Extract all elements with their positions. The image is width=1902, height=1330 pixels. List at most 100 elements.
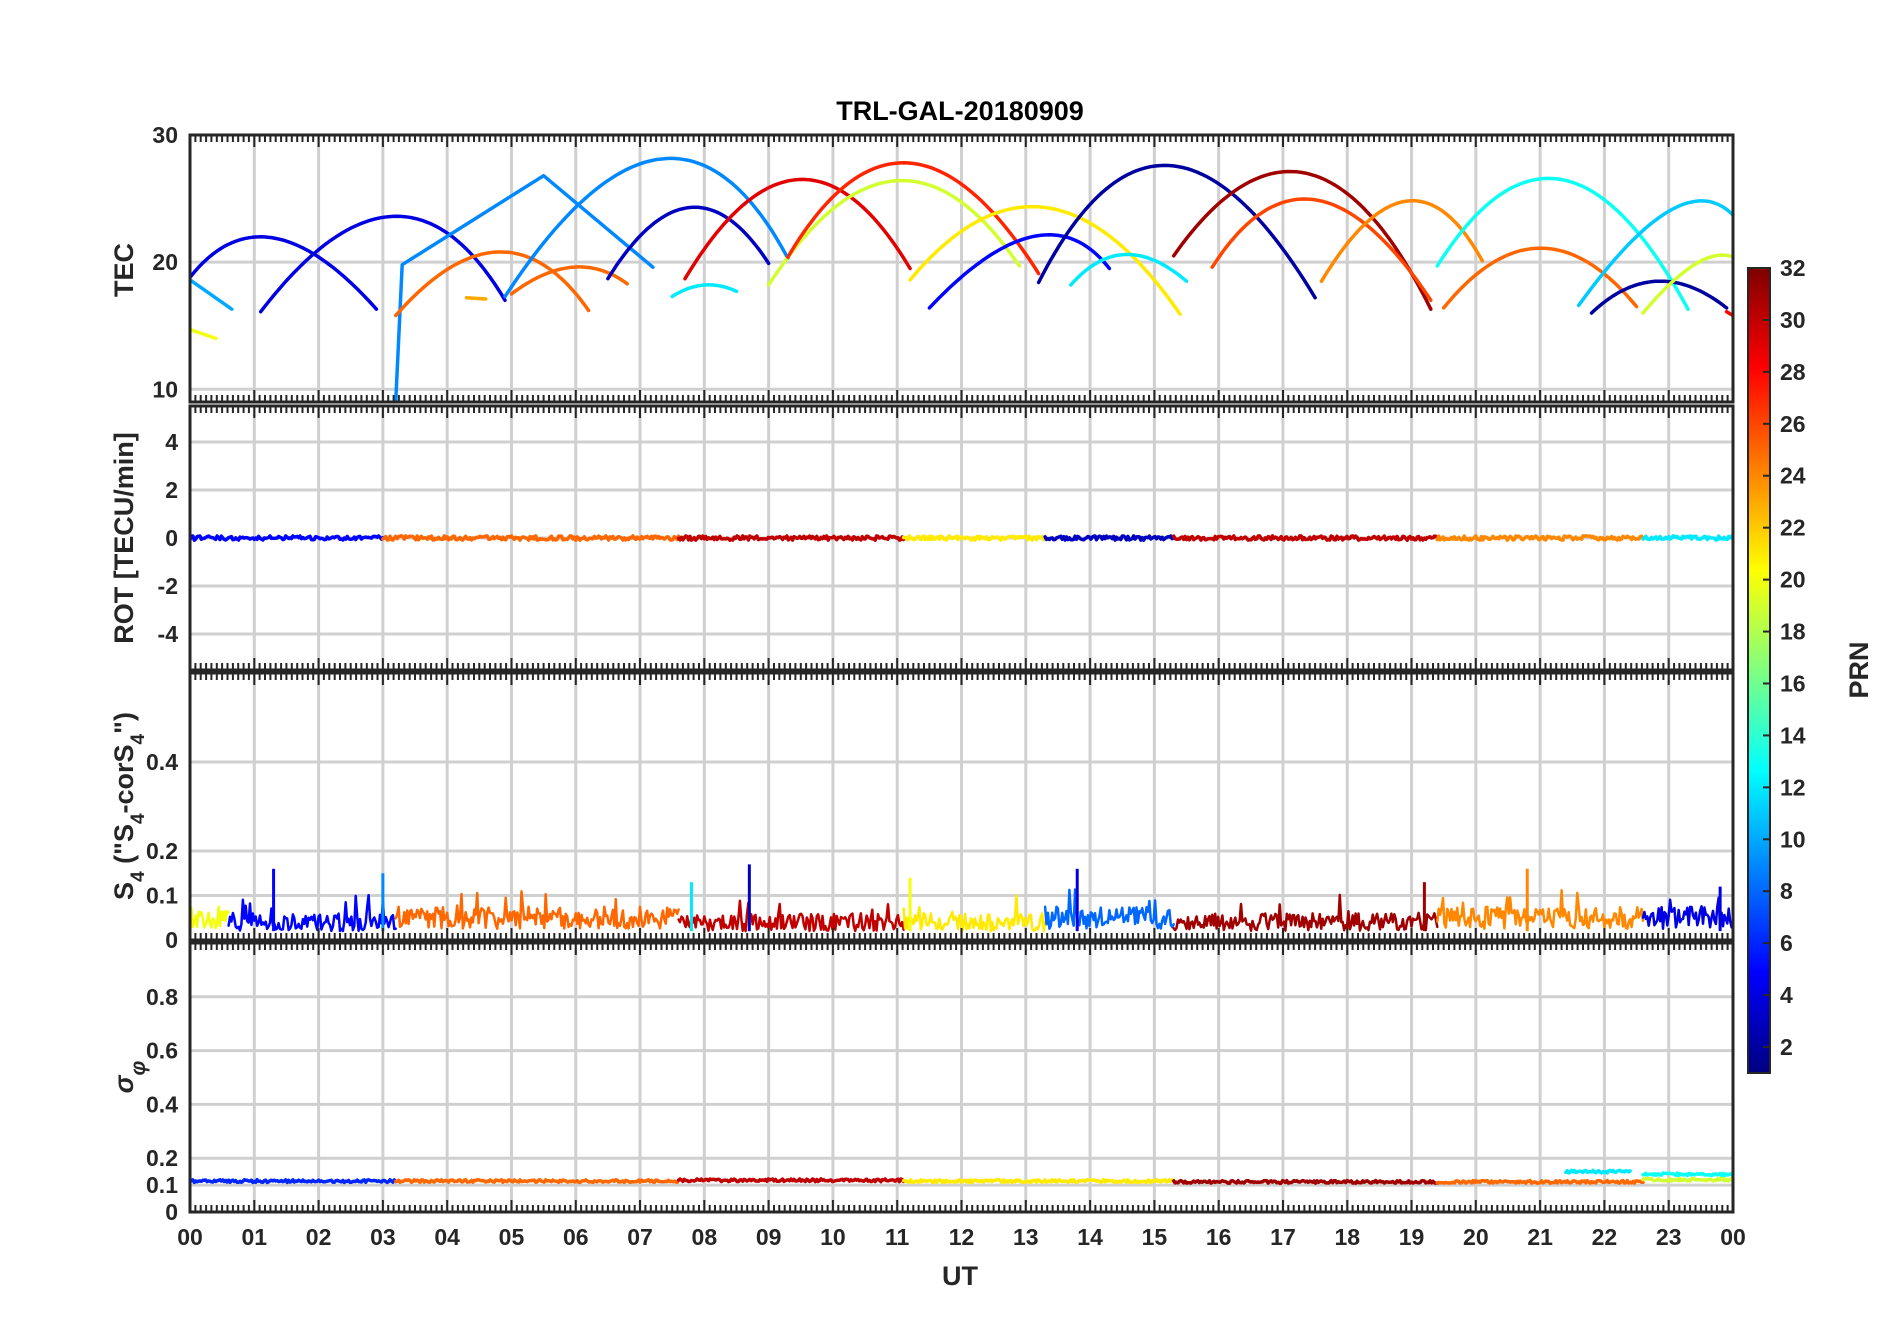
y-tick-label: 20 (152, 249, 178, 275)
series-prn-24 (1435, 534, 1645, 542)
series-prn-19 (1641, 253, 1733, 315)
series-prn-21 (901, 1177, 1176, 1185)
label-part: φ (127, 1060, 150, 1075)
x-tick-label: 21 (1527, 1224, 1553, 1250)
x-tick-label: 01 (241, 1224, 267, 1250)
y-tick-label: 0 (165, 1199, 178, 1225)
colorbar-tick-label: 20 (1780, 567, 1806, 593)
series-prn-25 (393, 1177, 681, 1185)
x-tick-labels: 00 01 02 03 04 05 06 07 08 09 10 11 12 13 14 15 16 17 18 19… (177, 1224, 1746, 1250)
y-tick-label: -4 (158, 621, 179, 647)
series-prn-24 (1436, 889, 1645, 931)
series-prn-21 (902, 894, 1047, 933)
y-tick-label: 10 (152, 376, 178, 402)
series-group (190, 156, 1733, 402)
panel-frame (188, 941, 1735, 1214)
x-tick-label: 00 (177, 1224, 203, 1250)
colorbar-tick-label: 4 (1780, 982, 1793, 1008)
x-axis-label: UT (942, 1261, 978, 1291)
x-tick-label: 17 (1270, 1224, 1296, 1250)
series-prn-21 (901, 534, 1047, 542)
series-prn-5 (927, 233, 1112, 310)
series-prn-4 (258, 214, 507, 314)
series-prn-5 (227, 893, 397, 933)
y-tick-label: 0 (165, 927, 178, 953)
colorbar-tick-label: 10 (1780, 826, 1806, 852)
colorbar-tick-label: 30 (1780, 307, 1806, 333)
x-tick-label: 06 (563, 1224, 589, 1250)
colorbar-tick-label: 14 (1780, 722, 1806, 748)
x-tick-label: 05 (499, 1224, 525, 1250)
series-prn-4 (1641, 896, 1733, 930)
label-part: 4 (128, 733, 149, 744)
series-prn-11 (1576, 199, 1733, 308)
x-tick-label: 09 (756, 1224, 782, 1250)
x-tick-label: 22 (1592, 1224, 1618, 1250)
series-prn-30 (676, 1177, 906, 1184)
series-prn-12 (1069, 252, 1189, 287)
colorbar-tick-label: 6 (1780, 930, 1793, 956)
series-prn-20 (190, 327, 218, 341)
series-prn-25 (393, 250, 591, 318)
series-prn-13 (1641, 1171, 1733, 1178)
label-part: 4 (128, 813, 149, 824)
label-part: σ (109, 1074, 139, 1093)
y-tick-label: 0.8 (146, 984, 178, 1010)
y-tick-label: 0.4 (146, 1091, 178, 1117)
label-part: S (109, 882, 139, 900)
series-prn-2 (1036, 163, 1317, 300)
series-prn-24 (1319, 198, 1485, 283)
chart-title: TRL-GAL-20180909 (836, 96, 1084, 126)
y-tick-label: -2 (158, 573, 178, 599)
colorbar-gradient (1747, 267, 1771, 1074)
y-tick-label: 0 (165, 525, 178, 551)
series-prn-2 (1589, 279, 1729, 315)
panel-frame (188, 404, 1735, 672)
label-part: 4 (128, 871, 149, 882)
series-prn-29 (683, 177, 912, 281)
colorbar-tick-label: 32 (1780, 255, 1806, 281)
x-tick-label: 08 (692, 1224, 718, 1250)
series-prn-31 (1171, 169, 1433, 311)
x-tick-label: 23 (1656, 1224, 1682, 1250)
y-tick-label: 0.1 (146, 883, 178, 909)
colorbar-label: PRN (1844, 641, 1874, 698)
series-prn-3 (606, 205, 771, 281)
x-tick-label: 14 (1077, 1224, 1103, 1250)
series-prn-26 (1210, 197, 1433, 303)
series-prn-12 (1641, 534, 1733, 542)
colorbar-tick-label: 8 (1780, 878, 1793, 904)
x-tick-label: 20 (1463, 1224, 1489, 1250)
x-tick-label: 00 (1720, 1224, 1746, 1250)
series-prn-30 (676, 534, 906, 542)
x-tick-label: 16 (1206, 1224, 1232, 1250)
series-prn-23 (464, 295, 488, 301)
x-tick-label: 15 (1142, 1224, 1168, 1250)
y-tick-label: 0.2 (146, 838, 178, 864)
y-axis-label-tec: TEC (109, 243, 139, 297)
panel-tec: 10 20 30 TEC (109, 122, 1735, 404)
series-prn-9 (392, 173, 655, 402)
colorbar-tick-label: 12 (1780, 774, 1806, 800)
colorbar-tick-label: 22 (1780, 515, 1806, 541)
y-axis-label-s4: S4 ("S4-corS4") (109, 712, 149, 900)
colorbar-tick-label: 24 (1780, 463, 1806, 489)
series-prn-25 (394, 890, 680, 930)
series-prn-19 (766, 178, 1022, 287)
y-tick-label: 0.6 (146, 1038, 178, 1064)
series-group (190, 864, 1733, 933)
colorbar-tick-label: 2 (1780, 1034, 1793, 1060)
x-tick-label: 03 (370, 1224, 396, 1250)
x-tick-label: 11 (885, 1224, 910, 1250)
series-prn-12 (1564, 1168, 1632, 1175)
series-group (190, 534, 1733, 542)
x-tick-label: 12 (949, 1224, 975, 1250)
series-prn-25 (1435, 1178, 1645, 1185)
series-prn-13 (1435, 176, 1690, 311)
series-prn-31 (1172, 893, 1439, 933)
series-prn-19 (1641, 1176, 1733, 1183)
series-prn-30 (1171, 534, 1440, 542)
